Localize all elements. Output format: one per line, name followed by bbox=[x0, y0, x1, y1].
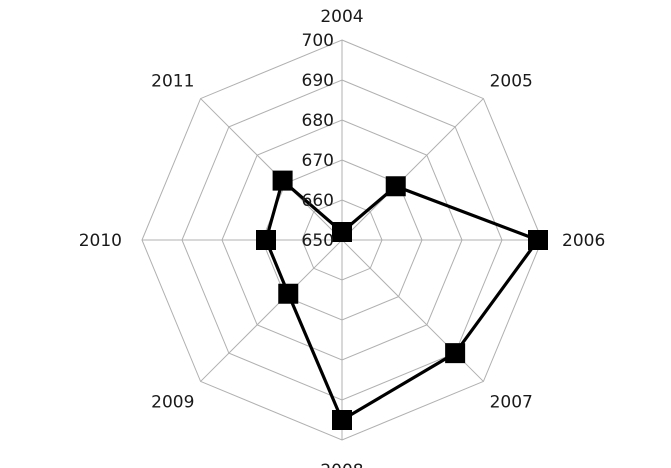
data-point-2006 bbox=[528, 230, 548, 250]
data-point-2008 bbox=[332, 410, 352, 430]
category-label-2009: 2009 bbox=[151, 393, 194, 413]
data-point-2011 bbox=[272, 170, 293, 191]
category-label-2011: 2011 bbox=[151, 71, 194, 91]
category-labels: 2004 2005 2006 2007 2008 2009 2010 2011 bbox=[79, 7, 606, 468]
radial-tick-labels: 650 660 670 680 690 700 bbox=[302, 31, 334, 251]
category-label-2008: 2008 bbox=[320, 461, 363, 468]
spoke-2011 bbox=[200, 98, 343, 241]
tick-label-660: 660 bbox=[302, 191, 334, 211]
tick-label-680: 680 bbox=[302, 111, 334, 131]
category-label-2007: 2007 bbox=[490, 393, 533, 413]
data-point-2005 bbox=[385, 176, 406, 197]
tick-label-670: 670 bbox=[302, 151, 334, 171]
tick-label-700: 700 bbox=[302, 31, 334, 51]
category-label-2006: 2006 bbox=[562, 231, 605, 251]
spoke-2009 bbox=[200, 239, 343, 382]
category-label-2004: 2004 bbox=[320, 7, 363, 27]
data-point-2009 bbox=[278, 283, 299, 304]
data-point-2010 bbox=[256, 230, 276, 250]
data-point-2007 bbox=[445, 343, 466, 364]
radar-spokes bbox=[142, 40, 542, 440]
radar-markers bbox=[256, 170, 548, 430]
category-label-2010: 2010 bbox=[79, 231, 122, 251]
data-point-2004 bbox=[332, 222, 352, 242]
tick-label-690: 690 bbox=[302, 71, 334, 91]
tick-label-650: 650 bbox=[302, 231, 334, 251]
spoke-2005 bbox=[341, 98, 484, 241]
category-label-2005: 2005 bbox=[490, 71, 533, 91]
